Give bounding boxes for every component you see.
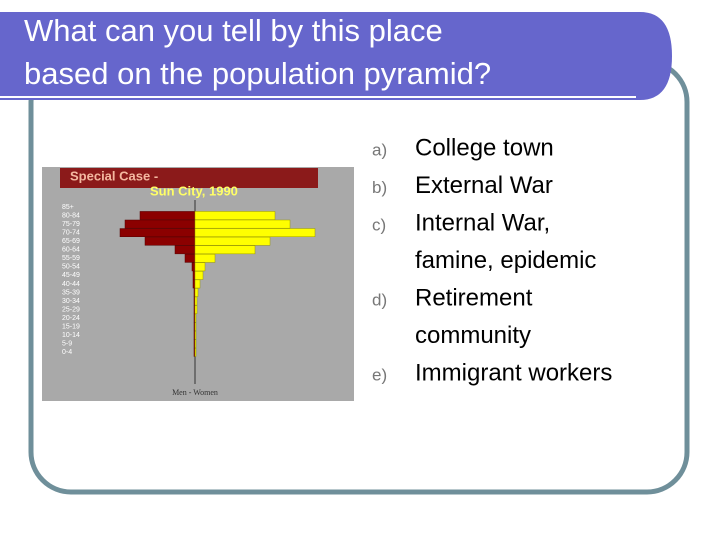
option-letter: d) [372,290,387,309]
men-bar [174,245,196,255]
title-line: based on the population pyramid? [24,56,491,91]
option-text: Immigrant workers [415,359,612,386]
age-label: 25-29 [62,306,80,313]
women-bar [194,262,206,272]
age-label: 70-74 [62,229,80,236]
men-bar [184,253,196,263]
title-line: What can you tell by this place [24,13,443,48]
women-bar [194,339,197,349]
men-bar [144,236,196,246]
age-label: 15-19 [62,324,80,331]
age-label: 20-24 [62,315,80,322]
men-bar [139,211,196,220]
figure-title-band [60,168,318,188]
women-bar [194,228,316,238]
women-bar [194,219,291,229]
women-bar [194,305,198,314]
women-bar [194,296,198,306]
age-label: 55-59 [62,255,80,262]
women-bar [194,271,204,280]
age-label: 10-14 [62,332,80,339]
age-label: 5-9 [62,341,72,348]
women-bar [194,279,201,289]
option-text: famine, epidemic [415,247,596,274]
women-bar [194,322,197,332]
women-bar [194,330,197,340]
women-bar [194,348,197,357]
title-bar [0,12,672,100]
age-label: 30-34 [62,298,80,305]
option-letter: b) [372,178,387,197]
age-label: 40-44 [62,281,80,288]
option-letter: a) [372,140,387,159]
age-label: 50-54 [62,264,80,271]
age-label: 35-39 [62,289,80,296]
age-label: 75-79 [62,221,80,228]
men-bar [124,219,196,229]
option-text: External War [415,172,553,199]
women-bar [194,253,216,263]
women-bar [194,236,271,246]
men-bar [192,279,196,289]
option-letter: e) [372,365,387,384]
women-bar [194,245,256,255]
men-bar [191,262,196,272]
age-label: 65-69 [62,238,80,245]
women-bar [194,211,276,220]
women-bar [194,313,197,323]
age-label: 45-49 [62,272,80,279]
figure-axis-label: Men - Women [172,388,218,397]
option-letter: c) [372,215,386,234]
age-label: 80-84 [62,212,80,219]
women-bar [194,288,199,297]
age-label: 85+ [62,204,74,211]
option-text: Internal War, [415,209,550,236]
figure-title: Special Case - [70,168,158,183]
option-text: community [415,322,531,349]
option-text: Retirement [415,284,533,311]
age-label: 0-4 [62,349,72,356]
age-label: 60-64 [62,247,80,254]
men-bar [192,271,196,280]
figure-subtitle: Sun City, 1990 [150,183,238,198]
option-text: College town [415,134,554,161]
men-bar [119,228,196,238]
